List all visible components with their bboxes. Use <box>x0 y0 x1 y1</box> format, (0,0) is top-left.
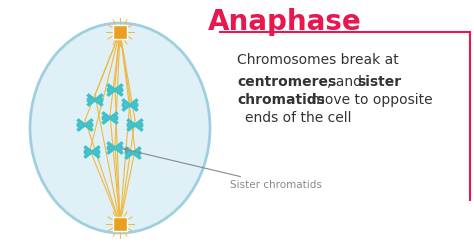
Text: Sister chromatids: Sister chromatids <box>124 148 322 190</box>
Text: ends of the cell: ends of the cell <box>245 111 352 125</box>
Bar <box>113 217 127 231</box>
Bar <box>113 25 127 39</box>
Ellipse shape <box>30 23 210 233</box>
Text: move to opposite: move to opposite <box>307 93 433 107</box>
Text: sister: sister <box>357 75 401 89</box>
Text: , and: , and <box>327 75 366 89</box>
Text: Anaphase: Anaphase <box>208 8 362 36</box>
Text: centromeres: centromeres <box>237 75 336 89</box>
Text: Chromosomes break at: Chromosomes break at <box>237 53 399 67</box>
Text: chromatids: chromatids <box>237 93 325 107</box>
